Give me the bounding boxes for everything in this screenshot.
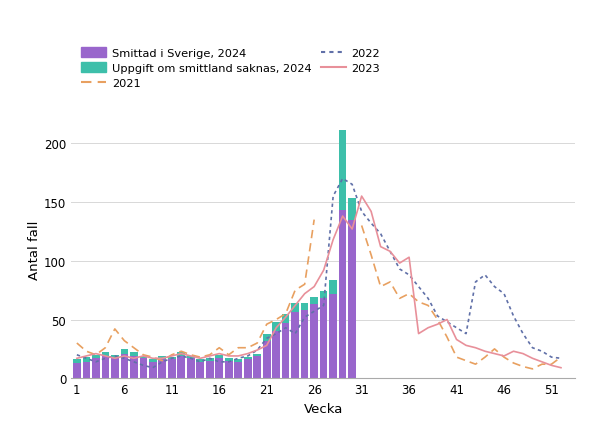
Bar [339, 131, 346, 211]
Bar [291, 303, 299, 313]
Bar [130, 356, 138, 378]
Bar [282, 314, 289, 323]
Bar [282, 323, 289, 378]
Bar [348, 199, 356, 220]
Bar [168, 357, 176, 359]
Bar [92, 359, 100, 378]
Bar [272, 322, 280, 332]
Bar [101, 356, 109, 378]
Bar [139, 359, 147, 378]
Y-axis label: Antal fall: Antal fall [28, 220, 42, 279]
Bar [139, 356, 147, 359]
Bar [320, 299, 327, 378]
Bar [348, 220, 356, 378]
Bar [329, 280, 337, 294]
Bar [168, 359, 176, 378]
Bar [196, 362, 204, 378]
Bar [310, 304, 318, 378]
Bar [263, 341, 270, 378]
Bar [187, 359, 195, 378]
Bar [92, 355, 100, 359]
Bar [244, 357, 251, 359]
Bar [234, 359, 242, 362]
Bar [196, 359, 204, 362]
Bar [149, 362, 157, 378]
Bar [310, 298, 318, 304]
Bar [244, 359, 251, 378]
Bar [130, 353, 138, 356]
Bar [320, 292, 327, 299]
Bar [206, 359, 213, 361]
Bar [234, 362, 242, 378]
Bar [301, 303, 308, 310]
Bar [215, 359, 223, 378]
Bar [158, 359, 166, 378]
Bar [263, 334, 270, 341]
X-axis label: Vecka: Vecka [304, 402, 343, 415]
Bar [225, 359, 232, 361]
Bar [101, 353, 109, 356]
Bar [120, 354, 128, 378]
Bar [177, 353, 185, 356]
Bar [329, 294, 337, 378]
Bar [177, 356, 185, 378]
Bar [73, 359, 81, 363]
Bar [253, 354, 261, 356]
Bar [206, 361, 213, 378]
Bar [120, 349, 128, 354]
Bar [111, 355, 119, 359]
Bar [253, 356, 261, 378]
Bar [215, 355, 223, 359]
Bar [73, 363, 81, 378]
Bar [272, 332, 280, 378]
Bar [82, 357, 90, 362]
Bar [225, 361, 232, 378]
Bar [149, 359, 157, 362]
Legend: Smittad i Sverige, 2024, Uppgift om smittland saknas, 2024, 2021, 2022, 2023: Smittad i Sverige, 2024, Uppgift om smit… [77, 43, 385, 93]
Bar [291, 313, 299, 378]
Bar [301, 310, 308, 378]
Bar [339, 211, 346, 378]
Bar [111, 359, 119, 378]
Bar [82, 362, 90, 378]
Bar [158, 356, 166, 359]
Bar [187, 356, 195, 359]
